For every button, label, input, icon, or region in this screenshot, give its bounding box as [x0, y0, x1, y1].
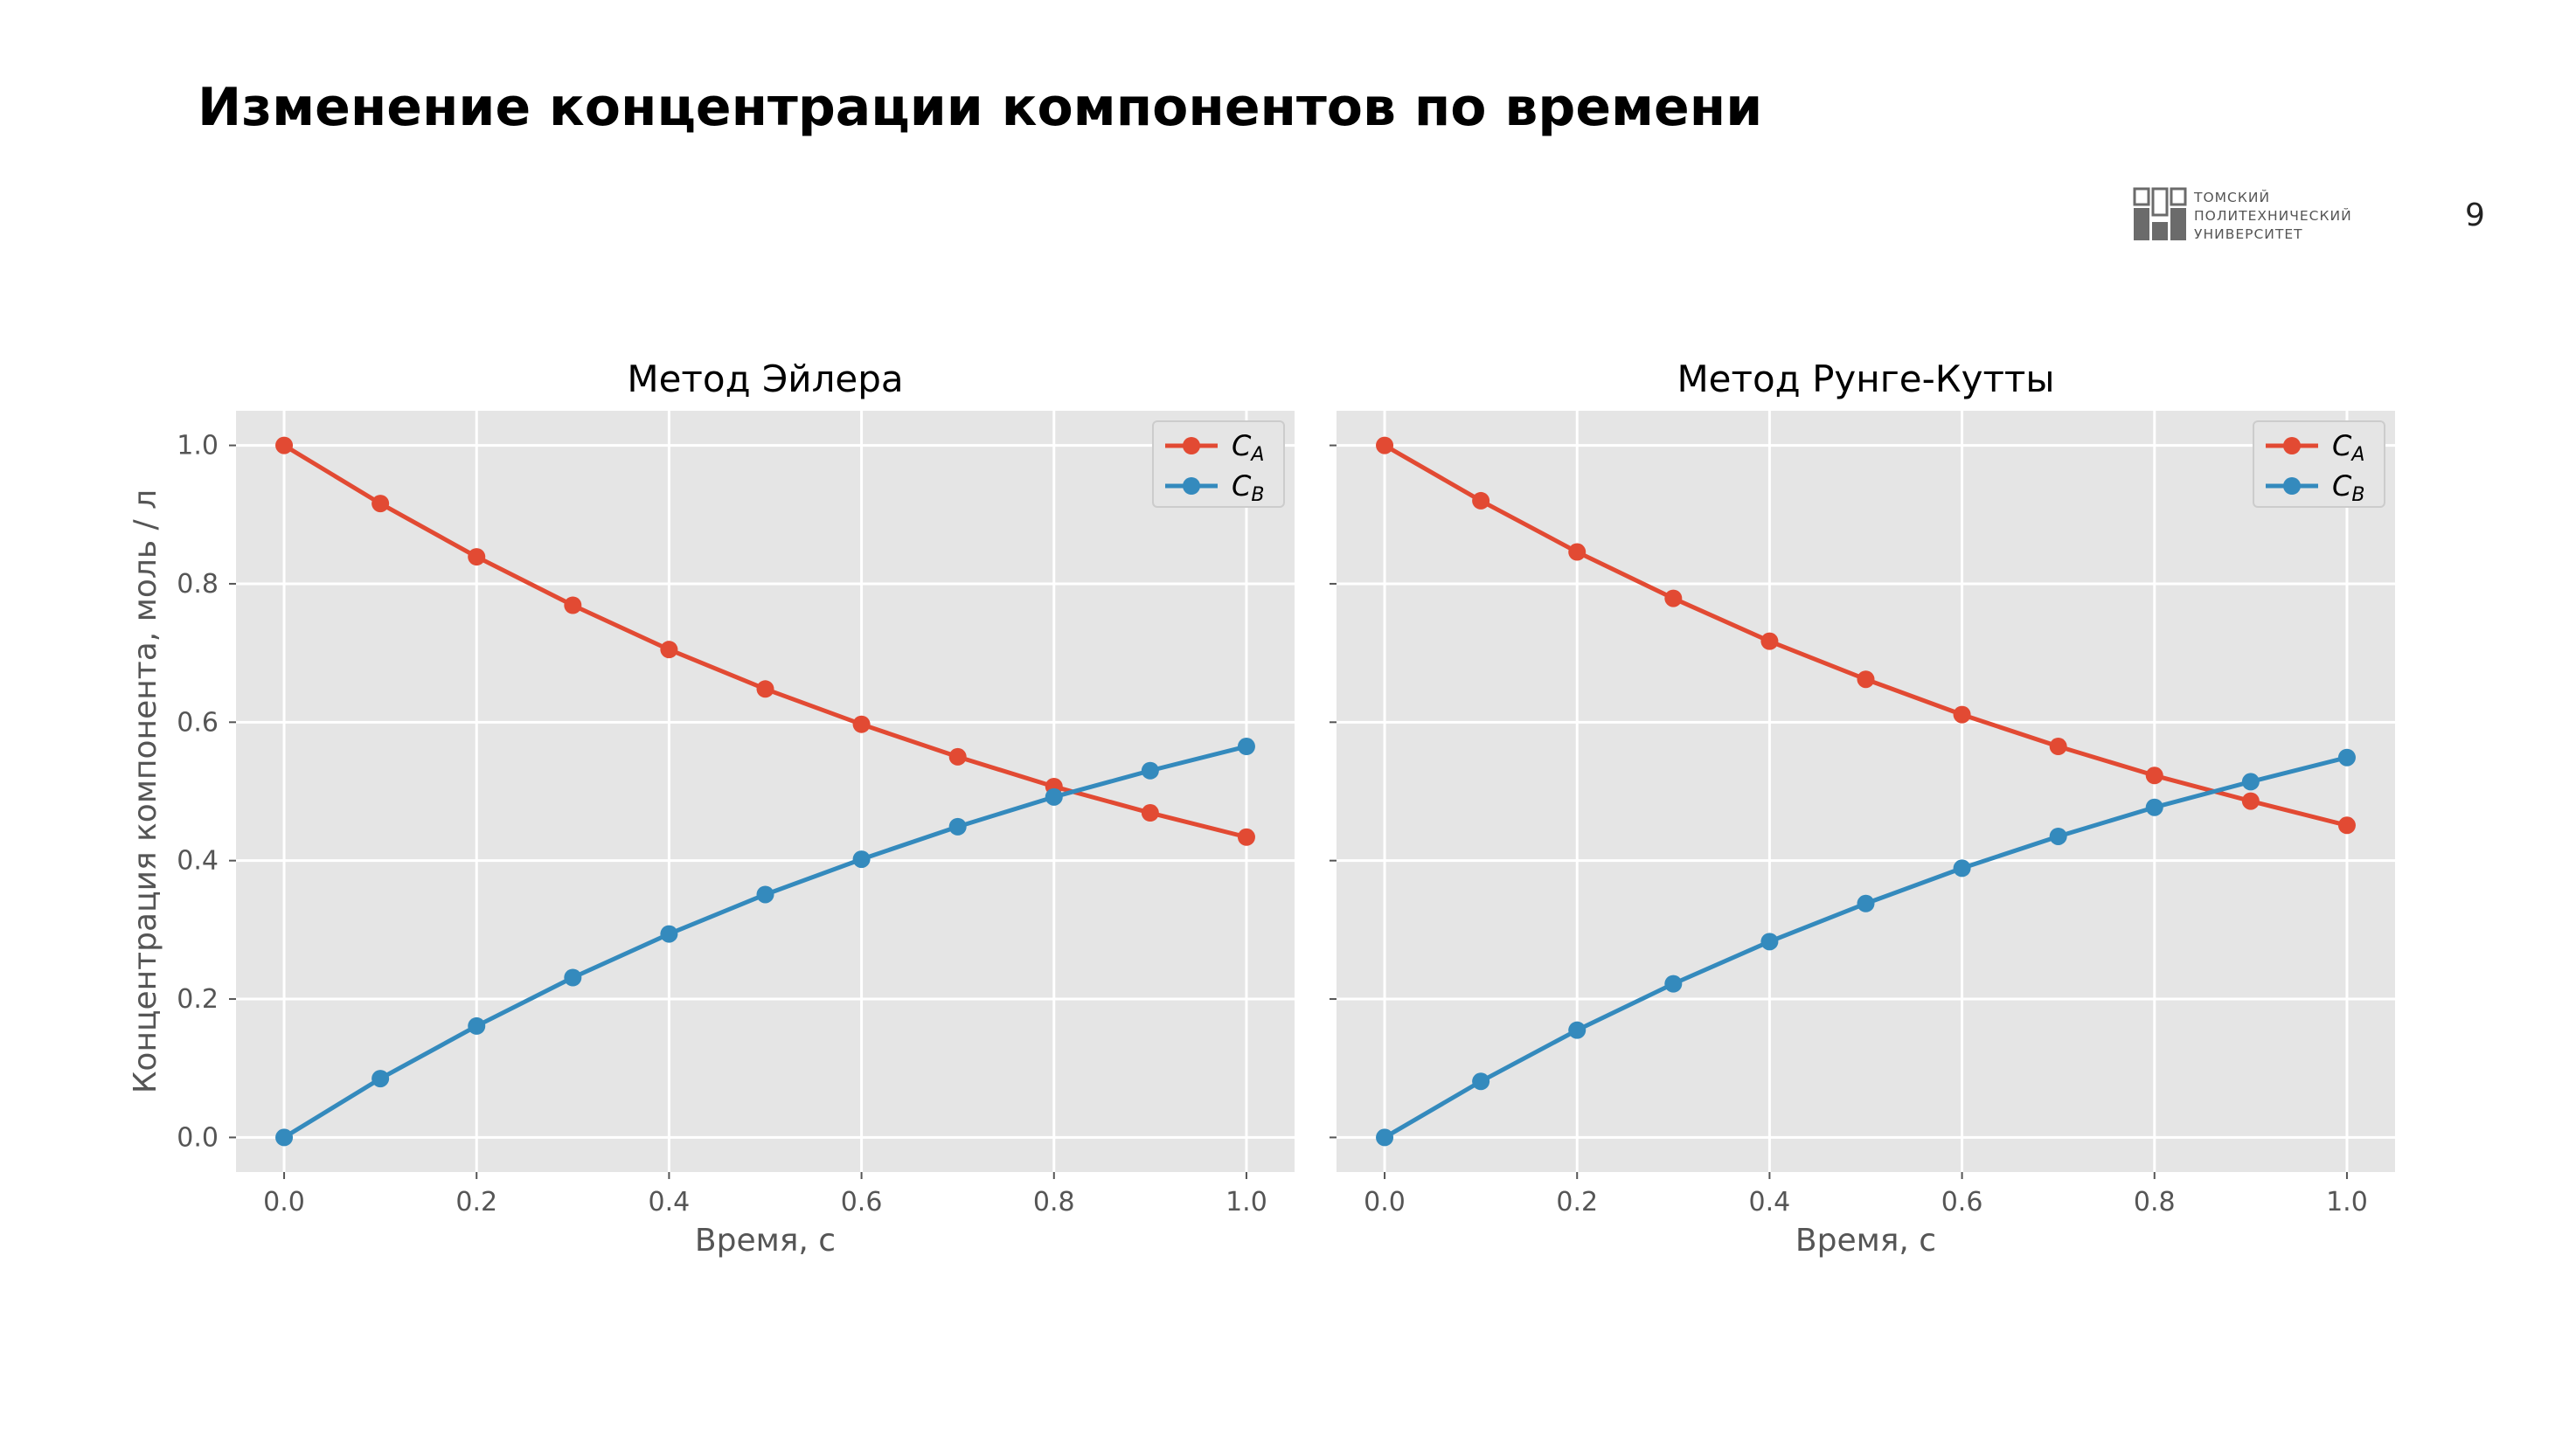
data-point-a: [1857, 670, 1875, 689]
data-point-a: [2241, 792, 2260, 810]
x-tick-label: 0.2: [1556, 1187, 1598, 1217]
legend-symbol: C: [2332, 469, 2352, 503]
data-point-a: [852, 715, 871, 733]
data-point-b: [948, 817, 967, 836]
data-point-b: [2049, 827, 2067, 845]
legend-entry-a: CA: [1232, 429, 1264, 466]
data-point-b: [852, 850, 871, 869]
chart-1: 0.0 0.2 0.4 0.6 0.8 1.0 0.0 0.2 0.4 0.6 0.8 1.0 Мето…: [128, 357, 1295, 1259]
data-point-a: [2049, 738, 2067, 756]
x-tick-label: 1.0: [2326, 1187, 2368, 1217]
data-point-a: [1141, 804, 1159, 822]
legend-symbol: C: [2332, 429, 2352, 462]
data-point-b: [1568, 1021, 1587, 1039]
plot-area: [1337, 411, 2395, 1172]
data-point-a: [468, 548, 486, 566]
x-tick-label: 0.0: [263, 1187, 305, 1217]
x-tick-label: 0.8: [2134, 1187, 2176, 1217]
data-point-a: [2145, 767, 2163, 785]
data-point-b: [564, 968, 582, 987]
data-point-b: [275, 1128, 294, 1147]
x-tick-label: 0.2: [455, 1187, 497, 1217]
x-tick-label: 1.0: [1226, 1187, 1267, 1217]
legend-subscript: A: [2350, 444, 2364, 466]
data-point-a: [1664, 589, 1683, 607]
legend-box: [1152, 420, 1285, 508]
logo-line: УНИВЕРСИТЕТ: [2194, 226, 2303, 242]
data-point-a: [2337, 816, 2356, 835]
legend-marker-a: [1183, 437, 1200, 454]
slide-title: Изменение концентрации компонентов по вр…: [198, 77, 1763, 138]
data-point-a: [275, 436, 294, 454]
data-point-b: [1760, 933, 1779, 951]
legend-subscript: A: [1249, 444, 1264, 466]
data-point-b: [2145, 798, 2163, 816]
x-tick-label: 0.0: [1364, 1187, 1406, 1217]
logo-line: ТОМСКИЙ: [2194, 190, 2271, 205]
legend-symbol: C: [1232, 429, 1252, 462]
data-point-b: [660, 925, 678, 943]
legend-symbol: C: [1232, 469, 1252, 503]
data-point-a: [660, 641, 678, 659]
data-point-b: [371, 1070, 390, 1088]
x-tick-label: 0.8: [1033, 1187, 1075, 1217]
data-point-a: [1472, 491, 1490, 510]
university-logo: ТОМСКИЙ ПОЛИТЕХНИЧЕСКИЙ УНИВЕРСИТЕТ: [2133, 187, 2378, 243]
data-point-b: [1664, 975, 1683, 993]
data-point-b: [1857, 894, 1875, 912]
legend-marker-a: [2283, 437, 2301, 454]
logo-text: ТОМСКИЙ ПОЛИТЕХНИЧЕСКИЙ УНИВЕРСИТЕТ: [2194, 189, 2352, 244]
data-point-b: [2241, 773, 2260, 791]
data-point-a: [1376, 436, 1394, 454]
data-point-b: [1141, 761, 1159, 780]
y-tick-label: 0.8: [177, 569, 219, 600]
logo-line: ПОЛИТЕХНИЧЕСКИЙ: [2194, 208, 2352, 224]
data-point-b: [1237, 738, 1255, 756]
legend-box: [2253, 420, 2385, 508]
page-number: 9: [2465, 198, 2485, 233]
x-axis-label: Время, с: [695, 1223, 836, 1259]
chart-title: Метод Эйлера: [627, 357, 903, 400]
plot-area: [236, 411, 1295, 1172]
data-point-a: [371, 495, 390, 513]
data-point-a: [1760, 632, 1779, 650]
x-axis-label: Время, с: [1795, 1223, 1936, 1259]
y-tick-label: 0.6: [177, 707, 219, 738]
data-point-a: [564, 596, 582, 614]
y-tick-label: 0.0: [177, 1122, 219, 1153]
legend-marker-b: [1183, 477, 1200, 495]
legend-subscript: B: [1251, 484, 1264, 506]
data-point-a: [948, 747, 967, 766]
x-tick-label: 0.6: [1941, 1187, 1983, 1217]
y-axis-label: Концентрация компонента, моль / л: [128, 489, 163, 1093]
data-point-b: [756, 885, 774, 904]
legend-subscript: B: [2351, 484, 2364, 506]
y-tick-label: 0.2: [177, 984, 219, 1015]
data-point-b: [1472, 1072, 1490, 1091]
data-point-b: [1953, 859, 1971, 878]
legend-entry-b: CB: [2332, 469, 2364, 506]
data-point-b: [468, 1016, 486, 1035]
logo-mark-icon: [2133, 187, 2187, 240]
legend-marker-b: [2283, 477, 2301, 495]
x-tick-label: 0.4: [1749, 1187, 1791, 1217]
chart-2: 0.0 0.2 0.4 0.6 0.8 1.0 Метод Рунге-Кутты Время…: [1330, 357, 2395, 1259]
y-tick-label: 1.0: [177, 431, 219, 461]
data-point-b: [2337, 748, 2356, 767]
data-point-a: [1568, 543, 1587, 561]
data-point-a: [1237, 828, 1255, 846]
data-point-b: [1376, 1128, 1394, 1147]
legend-entry-a: CA: [2332, 429, 2364, 466]
legend-entry-b: CB: [1232, 469, 1264, 506]
data-point-a: [1953, 705, 1971, 724]
chart-title: Метод Рунге-Кутты: [1677, 357, 2054, 400]
y-tick-label: 0.4: [177, 846, 219, 877]
data-point-a: [756, 680, 774, 698]
data-point-b: [1045, 787, 1063, 806]
x-tick-label: 0.6: [841, 1187, 883, 1217]
x-tick-label: 0.4: [649, 1187, 691, 1217]
